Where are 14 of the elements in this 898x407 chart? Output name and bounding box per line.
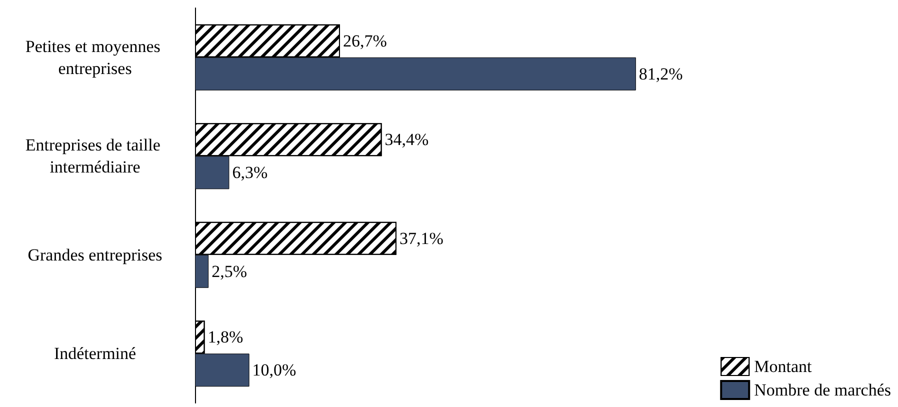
data-label: 37,1% <box>399 228 444 248</box>
data-label: 26,7% <box>342 31 387 50</box>
data-label: 81,2% <box>638 64 683 84</box>
legend-label: Nombre de marchés <box>754 380 891 400</box>
data-label: 1,8% <box>208 328 244 347</box>
y-tick-label: Indéterminé <box>54 344 136 364</box>
y-tick-label: Grandes entreprises <box>28 245 162 264</box>
data-label: 34,4% <box>384 130 429 150</box>
y-tick-label: Entreprises de taille intermédiaire <box>25 136 165 177</box>
y-tick-label: Petites et moyennes entreprises <box>25 36 165 78</box>
data-label: 6,3% <box>232 163 268 182</box>
data-label: 10,0% <box>252 360 296 380</box>
legend-label: Montant <box>754 357 812 376</box>
data-label: 2,5% <box>212 262 247 281</box>
